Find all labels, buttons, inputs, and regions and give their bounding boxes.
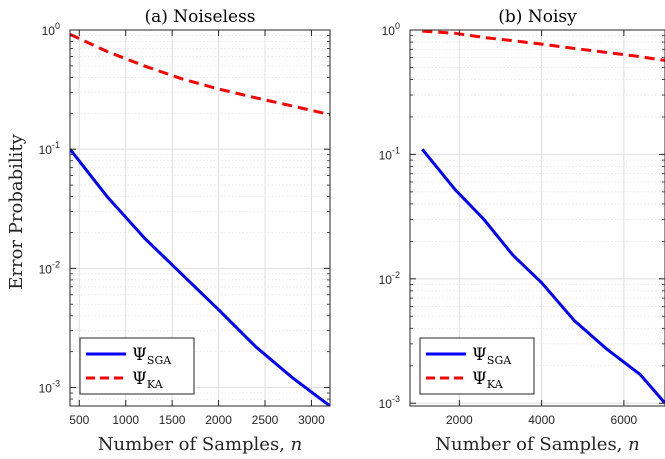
x-tick-label: 2000 <box>205 413 232 427</box>
x-axis-label-text: Number of Samples, <box>435 434 628 455</box>
y-tick-exponent: 0 <box>55 21 60 31</box>
y-tick-mantissa: 10 <box>39 262 53 276</box>
y-tick-exponent: -3 <box>392 394 400 404</box>
x-tick-label: 2500 <box>252 413 279 427</box>
x-axis-label-text: Number of Samples, <box>98 434 291 455</box>
y-tick-mantissa: 10 <box>39 143 53 157</box>
axes-box <box>409 29 665 407</box>
legend-label-ka: ΨKA <box>132 369 164 391</box>
y-tick-exponent: -1 <box>392 145 400 155</box>
x-axis-label: Number of Samples, n <box>435 434 639 455</box>
y-tick-mantissa: 10 <box>382 24 396 38</box>
x-tick-label: 4000 <box>528 413 555 427</box>
series-line-ka <box>422 30 665 62</box>
y-tick-exponent: 0 <box>395 21 400 31</box>
x-tick-label: 6000 <box>611 413 638 427</box>
y-tick-label: 100 <box>42 21 60 38</box>
x-axis-label-var: n <box>291 434 303 455</box>
chart-title: (a) Noiseless <box>144 7 255 27</box>
legend-label-sga: ΨSGA <box>132 345 172 367</box>
y-tick-exponent: -2 <box>392 270 400 280</box>
y-tick-exponent: -3 <box>52 379 60 389</box>
series-line-sga <box>421 148 665 405</box>
chart-title: (b) Noisy <box>498 7 577 27</box>
legend-symbol: Ψ <box>132 345 147 365</box>
y-tick-label: 10-2 <box>39 259 60 276</box>
x-tick-label: 500 <box>69 413 89 427</box>
y-tick-mantissa: 10 <box>379 148 393 162</box>
legend-symbol: Ψ <box>472 369 487 389</box>
y-tick-mantissa: 10 <box>42 24 56 38</box>
y-tick-label: 10-1 <box>379 145 400 162</box>
y-axis-label: Error Probability <box>6 133 27 289</box>
x-tick-label: 1000 <box>112 413 139 427</box>
y-tick-exponent: -1 <box>52 140 60 150</box>
x-axis-label: Number of Samples, n <box>98 434 302 455</box>
legend-subscript: SGA <box>487 354 512 367</box>
y-tick-mantissa: 10 <box>39 382 53 396</box>
series-line-sga <box>70 148 330 406</box>
legend-subscript: KA <box>487 378 504 391</box>
legend-subscript: SGA <box>147 354 172 367</box>
series-line-ka <box>70 32 330 117</box>
y-tick-label: 10-1 <box>39 140 60 157</box>
y-tick-mantissa: 10 <box>379 273 393 287</box>
y-tick-label: 10-2 <box>379 270 400 287</box>
legend-box <box>79 337 195 395</box>
y-tick-exponent: -2 <box>52 259 60 269</box>
x-tick-label: 3000 <box>298 413 325 427</box>
legend-symbol: Ψ <box>472 345 487 365</box>
legend-subscript: KA <box>147 378 164 391</box>
legend-box <box>419 337 535 395</box>
legend-label-sga: ΨSGA <box>472 345 512 367</box>
y-tick-mantissa: 10 <box>379 397 393 411</box>
y-tick-label: 10-3 <box>39 379 60 396</box>
x-tick-label: 2000 <box>446 413 473 427</box>
axes-box <box>69 29 331 407</box>
x-tick-label: 1500 <box>159 413 186 427</box>
x-axis-label-var: n <box>628 434 640 455</box>
legend-symbol: Ψ <box>132 369 147 389</box>
y-tick-label: 10-3 <box>379 394 400 411</box>
legend-label-ka: ΨKA <box>472 369 504 391</box>
y-tick-label: 100 <box>382 21 400 38</box>
